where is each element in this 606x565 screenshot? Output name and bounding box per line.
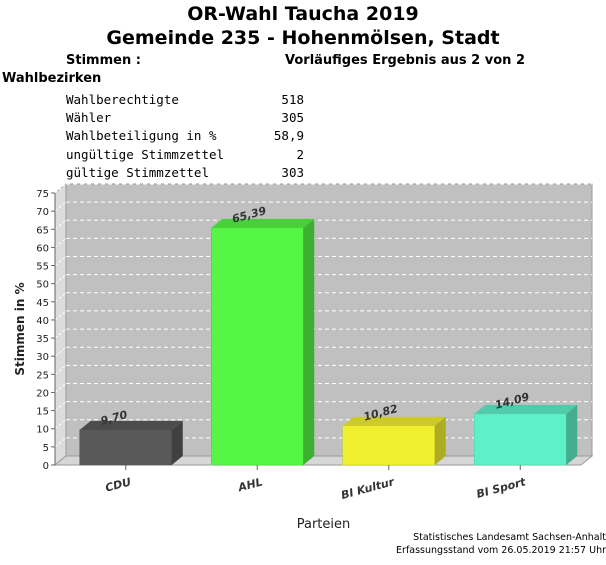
bar-side	[171, 420, 183, 465]
bar-cdu	[79, 429, 172, 466]
gridline-side	[54, 292, 67, 303]
y-tick-label: 20	[36, 388, 49, 399]
x-tick-label: CDU	[104, 475, 133, 494]
stat-row-invalid: ungültige Stimmzettel 2	[66, 147, 304, 163]
bar-top	[79, 420, 183, 430]
gridline-side	[54, 437, 67, 448]
gridline-side	[54, 419, 67, 430]
stat-value: 303	[281, 165, 304, 180]
stat-value: 305	[281, 110, 304, 125]
bar-bi-kultur	[342, 425, 435, 466]
y-tick-label: 50	[36, 280, 49, 291]
gridline-side	[54, 238, 67, 248]
stat-value: 58,9	[273, 128, 304, 143]
y-tick-label: 35	[36, 334, 49, 345]
gridline-side	[54, 201, 67, 212]
y-tick-label: 5	[43, 443, 49, 454]
stat-value: 518	[281, 92, 304, 107]
bar-side	[434, 416, 446, 465]
stat-row-valid: gültige Stimmzettel 303	[66, 165, 304, 181]
stat-row-turnout: Wahlbeteiligung in % 58,9	[66, 128, 304, 144]
bar-ahl	[211, 227, 304, 466]
gridline-side	[54, 274, 67, 285]
y-tick-label: 30	[36, 352, 49, 363]
stat-row-voters: Wähler 305	[66, 110, 304, 126]
districts-label: Wahlbezirken	[2, 71, 102, 86]
y-tick-label: 60	[36, 243, 49, 254]
y-tick-label: 10	[36, 425, 49, 436]
y-tick-label: 75	[36, 189, 49, 200]
stat-row-eligible: Wahlberechtigte 518	[66, 92, 304, 108]
x-axis-title: Parteien	[297, 517, 351, 532]
y-tick-label: 70	[36, 207, 49, 218]
stat-label: gültige Stimmzettel	[66, 165, 209, 180]
bar-top	[342, 416, 446, 426]
x-tick-label: BI Sport	[475, 475, 528, 501]
gridline-side	[54, 346, 67, 357]
votes-label: Stimmen :	[66, 53, 141, 68]
gridline-side	[54, 256, 67, 266]
gridline-side	[54, 401, 67, 411]
stat-label: Wähler	[66, 110, 112, 125]
gridline-side	[54, 310, 67, 321]
bar-top	[474, 404, 578, 414]
stat-label: Wahlberechtigte	[66, 92, 179, 107]
plot-side-wall	[54, 182, 67, 467]
y-tick-label: 40	[36, 316, 49, 327]
y-tick-label: 25	[36, 370, 49, 381]
x-tick-label: BI Kultur	[340, 475, 396, 502]
footer-source: Statistisches Landesamt Sachsen-Anhalt	[413, 532, 606, 543]
footer-timestamp: Erfassungsstand vom 26.05.2019 21:57 Uhr	[396, 545, 606, 556]
chart-title: OR-Wahl Taucha 2019	[187, 3, 419, 25]
y-tick-label: 55	[36, 262, 49, 273]
result-status: Vorläufiges Ergebnis aus 2 von 2	[285, 53, 525, 68]
stat-value: 2	[296, 147, 304, 162]
gridline-side	[54, 383, 67, 393]
chart-subtitle: Gemeinde 235 - Hohenmölsen, Stadt	[106, 27, 500, 49]
bar-chart: 0510152025303540455055606570759,70CDU65,…	[13, 182, 594, 532]
bar-bi-sport	[474, 413, 567, 466]
stat-label: ungültige Stimmzettel	[66, 147, 225, 162]
gridline-side	[54, 364, 67, 375]
bar-side	[303, 218, 315, 465]
y-tick-label: 45	[36, 298, 49, 309]
x-tick-label: AHL	[236, 475, 264, 494]
bar-top	[211, 218, 315, 228]
gridline-side	[54, 183, 67, 194]
y-tick-label: 65	[36, 225, 49, 236]
y-tick-label: 15	[36, 407, 49, 418]
gridline-side	[54, 328, 67, 339]
y-axis-title: Stimmen in %	[13, 282, 27, 375]
bar-side	[566, 404, 578, 465]
stat-label: Wahlbeteiligung in %	[66, 128, 217, 143]
gridline-side	[54, 219, 67, 230]
y-tick-label: 0	[43, 461, 49, 472]
